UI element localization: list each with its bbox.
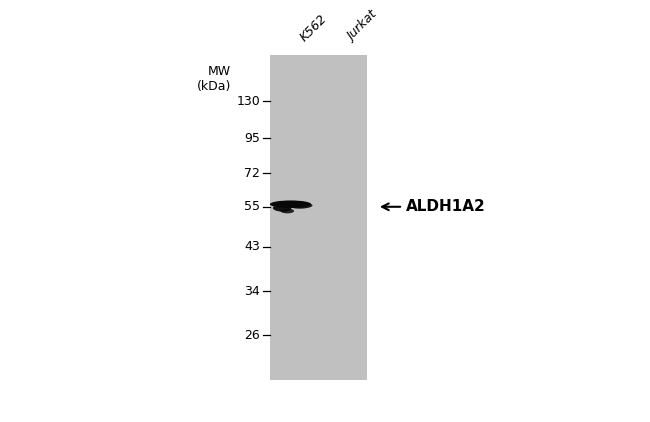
Text: 130: 130 <box>236 95 260 108</box>
Text: 43: 43 <box>244 241 260 253</box>
Text: K562: K562 <box>298 12 330 44</box>
Text: 55: 55 <box>244 200 260 213</box>
Ellipse shape <box>270 200 311 208</box>
Text: MW
(kDa): MW (kDa) <box>196 65 231 93</box>
Text: Jurkat: Jurkat <box>344 9 380 44</box>
Ellipse shape <box>273 205 291 212</box>
Text: 72: 72 <box>244 167 260 179</box>
Bar <box>270 55 367 380</box>
Text: ALDH1A2: ALDH1A2 <box>406 199 486 214</box>
Text: 34: 34 <box>244 285 260 298</box>
Ellipse shape <box>281 208 294 214</box>
Text: 95: 95 <box>244 132 260 145</box>
Text: 26: 26 <box>244 329 260 342</box>
Ellipse shape <box>291 203 313 209</box>
